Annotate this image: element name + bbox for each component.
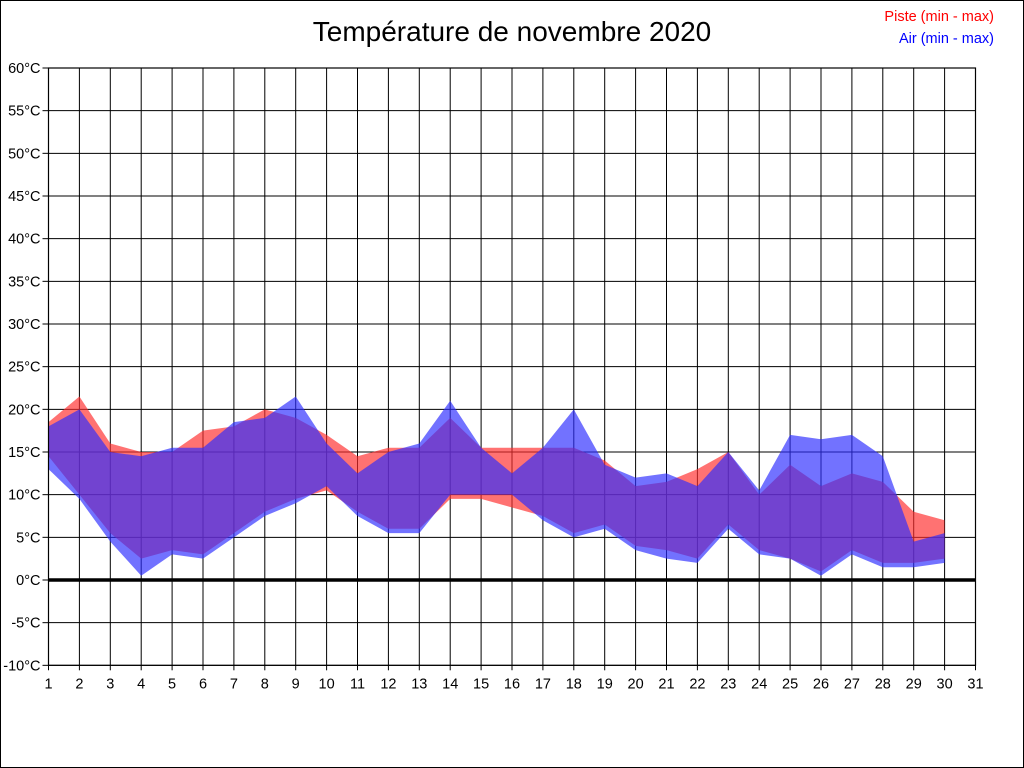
axis-ticks <box>42 67 976 671</box>
svg-text:24: 24 <box>751 676 767 692</box>
svg-text:28: 28 <box>875 676 891 692</box>
svg-text:23: 23 <box>720 676 736 692</box>
svg-text:14: 14 <box>442 676 458 692</box>
svg-text:40°C: 40°C <box>8 232 40 248</box>
svg-text:25°C: 25°C <box>8 360 40 376</box>
svg-text:22: 22 <box>689 676 705 692</box>
svg-text:26: 26 <box>813 676 829 692</box>
svg-text:25: 25 <box>782 676 798 692</box>
svg-text:15: 15 <box>473 676 489 692</box>
svg-text:12: 12 <box>380 676 396 692</box>
svg-text:15°C: 15°C <box>8 445 40 461</box>
svg-text:7: 7 <box>230 676 238 692</box>
svg-text:0°C: 0°C <box>16 573 40 589</box>
svg-text:20°C: 20°C <box>8 402 40 418</box>
svg-text:13: 13 <box>411 676 427 692</box>
svg-text:35°C: 35°C <box>8 274 40 290</box>
svg-text:4: 4 <box>137 676 145 692</box>
svg-text:20: 20 <box>628 676 644 692</box>
svg-text:30°C: 30°C <box>8 317 40 333</box>
svg-text:10°C: 10°C <box>8 488 40 504</box>
svg-text:5: 5 <box>168 676 176 692</box>
svg-text:30: 30 <box>937 676 953 692</box>
svg-text:10: 10 <box>319 676 335 692</box>
svg-text:6: 6 <box>199 676 207 692</box>
svg-text:3: 3 <box>106 676 114 692</box>
y-axis-labels: 60°C 55°C 50°C 45°C 40°C 35°C 30°C 25°C 20°C 15°C… <box>3 61 40 674</box>
legend-item-air: Air (min - max) <box>898 31 994 47</box>
legend-item-piste: Piste (min - max) <box>884 9 994 25</box>
svg-text:18: 18 <box>566 676 582 692</box>
svg-text:-10°C: -10°C <box>3 658 40 674</box>
x-axis-labels: 1 2 3 4 5 6 7 8 9 10 11 12 13 14 15 16 17 18 19 20 21 22 23 24 2… <box>44 676 983 692</box>
svg-text:21: 21 <box>658 676 674 692</box>
svg-text:11: 11 <box>350 676 365 692</box>
svg-text:16: 16 <box>504 676 520 692</box>
svg-text:31: 31 <box>967 676 983 692</box>
svg-text:17: 17 <box>535 676 551 692</box>
svg-text:29: 29 <box>906 676 922 692</box>
svg-text:8: 8 <box>261 676 269 692</box>
legend: Piste (min - max) Air (min - max) <box>884 6 994 50</box>
svg-text:19: 19 <box>597 676 613 692</box>
svg-text:2: 2 <box>75 676 83 692</box>
svg-text:60°C: 60°C <box>8 61 40 77</box>
chart-title: Température de novembre 2020 <box>312 16 712 47</box>
svg-text:55°C: 55°C <box>8 104 40 120</box>
svg-text:9: 9 <box>292 676 300 692</box>
svg-text:-5°C: -5°C <box>11 616 40 632</box>
svg-text:5°C: 5°C <box>16 530 40 546</box>
gridlines <box>48 67 976 666</box>
svg-text:45°C: 45°C <box>8 189 40 205</box>
air-band <box>48 396 945 576</box>
svg-text:50°C: 50°C <box>8 146 40 162</box>
svg-text:1: 1 <box>44 676 52 692</box>
svg-text:27: 27 <box>844 676 860 692</box>
